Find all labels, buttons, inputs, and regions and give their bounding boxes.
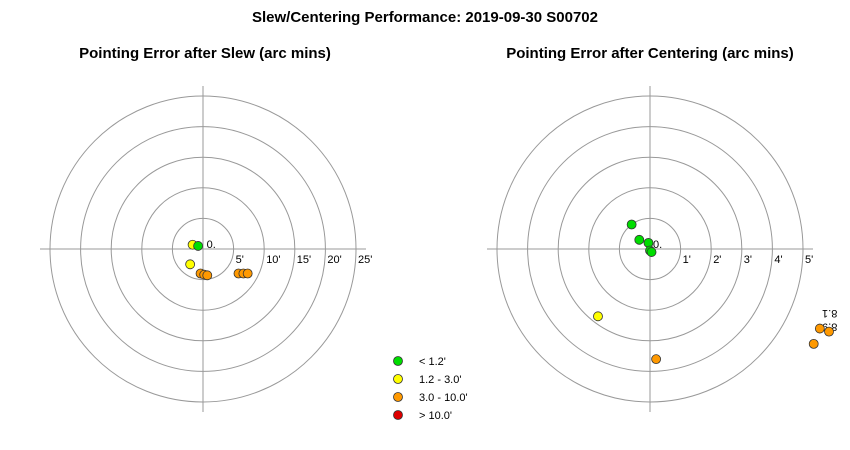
legend-marker: [393, 392, 403, 402]
centering-polar-plot: 1' 2' 3' 4' 5'0.8.18.9: [487, 86, 837, 412]
ring-4: [527, 126, 773, 372]
data-point: [185, 259, 196, 270]
annotation-label: 0.: [207, 239, 216, 251]
data-point: [651, 354, 662, 365]
ring-2: [588, 187, 712, 311]
tick-label: 2': [713, 254, 721, 266]
tick-label: 4': [774, 254, 782, 266]
centering-plot-title: Pointing Error after Centering (arc mins…: [506, 45, 794, 62]
data-point: [193, 241, 204, 251]
data-point: [593, 311, 603, 322]
data-point: [646, 247, 657, 257]
tick-label: 15': [297, 254, 311, 266]
data-point: [824, 326, 834, 337]
data-point: [634, 234, 645, 245]
data-point: [814, 323, 825, 334]
ring-3: [110, 156, 296, 342]
ring-1: [171, 217, 235, 281]
tick-label: 10': [266, 254, 280, 266]
data-point: [202, 270, 213, 281]
ring-5: [49, 95, 357, 403]
legend-label: < 1.2': [419, 356, 446, 368]
ring-4: [80, 126, 326, 372]
slew-plot-title: Pointing Error after Slew (arc mins): [79, 45, 331, 62]
ring-1: [618, 217, 682, 281]
ring-5: [496, 95, 804, 403]
ring-3: [557, 156, 743, 342]
legend-marker: [393, 410, 403, 420]
legend-marker: [393, 374, 403, 384]
tick-label: 20': [327, 254, 341, 266]
annotation-label: 8.1: [822, 307, 837, 319]
page-title: Slew/Centering Performance: 2019-09-30 S…: [251, 9, 598, 26]
tick-label: 1': [683, 254, 691, 266]
data-point: [808, 338, 819, 349]
legend: < 1.2' 1.2 - 3.0' 3.0 - 10.0' > 10.0': [393, 356, 468, 422]
legend-label: > 10.0': [419, 410, 452, 422]
legend-label: 3.0 - 10.0': [419, 392, 468, 404]
slew-polar-plot: 5' 10' 15' 20' 25' 0.: [40, 86, 372, 412]
data-point: [626, 219, 637, 230]
tick-label: 3': [744, 254, 752, 266]
tick-label: 5': [236, 254, 244, 266]
data-point: [242, 268, 253, 279]
tick-label: 25': [358, 254, 372, 266]
legend-label: 1.2 - 3.0': [419, 374, 461, 386]
tick-label: 5': [805, 254, 813, 266]
legend-marker: [393, 356, 403, 366]
annotation-label: 0.: [653, 239, 662, 251]
ring-2: [141, 187, 265, 311]
